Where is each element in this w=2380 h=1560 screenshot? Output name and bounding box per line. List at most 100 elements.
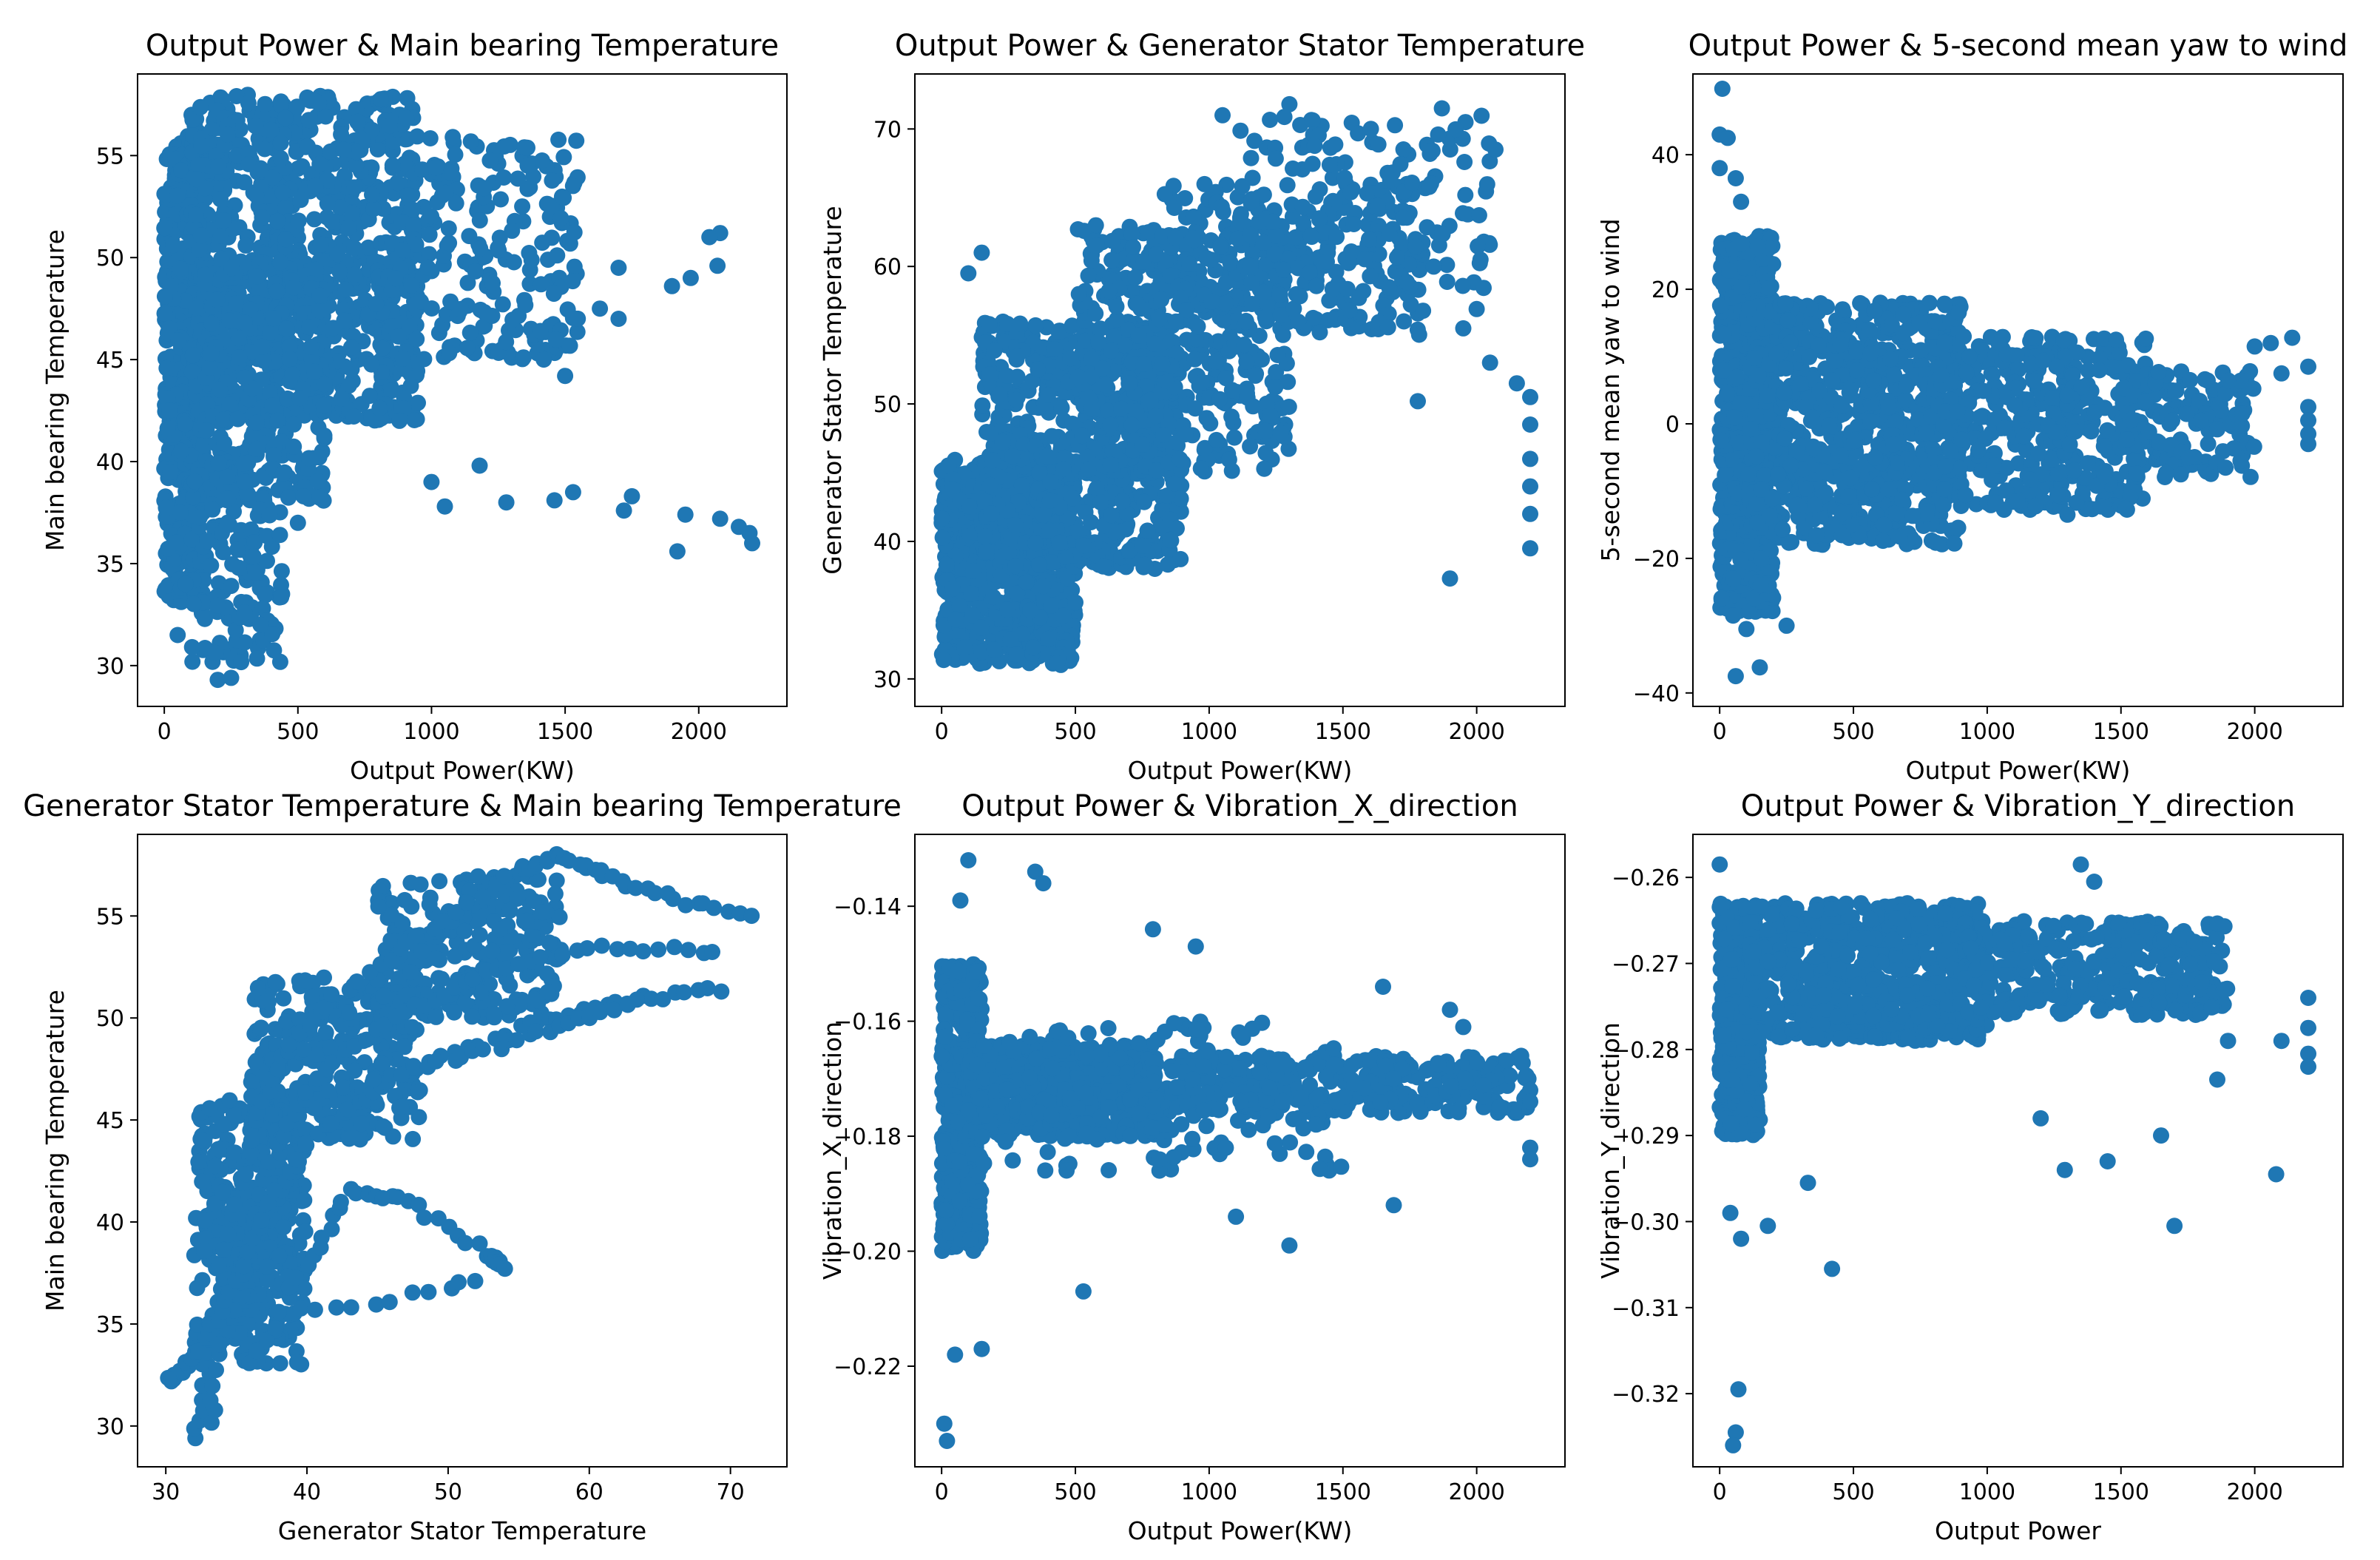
scatter-point-outlier [209,672,226,689]
scatter-point [221,312,237,329]
scatter-point [1321,156,1338,173]
scatter-point [185,489,201,506]
scatter-point [423,208,440,225]
scatter-point [1136,493,1153,510]
scatter-point [245,548,262,565]
scatter-point [203,345,220,362]
scatter-point [1092,494,1109,511]
scatter-point [1255,283,1272,300]
scatter-point [1279,177,1296,194]
scatter-point [1003,530,1020,547]
scatter-point [984,452,1001,469]
scatter-point [1148,246,1165,263]
scatter-point [268,283,285,300]
scatter-point [1118,505,1135,522]
scatter-point [1106,328,1123,345]
scatter-point [1232,122,1249,139]
scatter-point [212,227,229,244]
scatter-point [183,531,200,548]
scatter-point [183,363,200,380]
scatter-point [405,217,422,234]
scatter-point [1103,342,1120,359]
scatter-point [1027,535,1044,552]
scatter-point [210,575,227,592]
scatter-point [308,487,325,504]
scatter-point [160,320,178,337]
scatter-point [1434,226,1451,243]
scatter-point [490,240,507,257]
y-tick-label: 55 [96,143,124,169]
scatter-point [1287,229,1304,246]
scatter-point [1740,603,1757,620]
scatter-point [1088,237,1105,254]
axes-frame [137,73,788,707]
scatter-point [265,310,282,327]
scatter-point [544,172,561,189]
scatter-point [1407,238,1424,255]
scatter-point [1239,385,1255,402]
scatter-point [1457,186,1474,203]
scatter-point [316,376,333,393]
scatter-point [220,490,237,507]
scatter-point [1156,186,1173,203]
scatter-point [288,98,305,115]
scatter-point [337,281,354,298]
scatter-point-outlier [1468,300,1485,317]
scatter-point [1040,386,1057,403]
scatter-point [273,563,290,580]
scatter-point [1123,416,1140,433]
scatter-point [944,581,961,598]
scatter-point-outlier [178,575,194,592]
x-tick-label: 1000 [1181,719,1237,745]
scatter-point-outlier [1281,95,1298,112]
scatter-point [983,505,1000,522]
scatter-point [186,473,203,490]
scatter-point [1007,391,1024,408]
scatter-point [561,337,578,354]
scatter-point [1177,190,1194,206]
subplot-1: Output Power & Main bearing Temperature0… [41,29,788,785]
scatter-point [419,259,436,276]
scatter-point [461,228,478,245]
scatter-point [342,339,359,356]
scatter-point [1223,382,1240,399]
scatter-point [311,95,328,112]
scatter-point [1187,400,1203,417]
scatter-point [1243,296,1260,312]
scatter-point [1254,351,1271,368]
scatter-point [399,187,416,203]
scatter-point [1008,646,1025,663]
scatter-point [1395,209,1412,226]
scatter-point [1151,311,1168,328]
scatter-point [229,147,246,164]
y-tick-label: 50 [96,246,124,271]
scatter-point [1163,333,1180,350]
scatter-point [300,112,317,129]
scatter-point [1074,428,1091,445]
scatter-point [568,132,585,149]
scatter-point [1083,252,1100,269]
scatter-point [1262,407,1279,424]
scatter-point [1387,117,1404,134]
scatter-point [340,377,357,394]
scatter-point [1285,300,1302,317]
scatter-point [1246,132,1263,149]
x-tick-label: 500 [277,719,319,745]
x-axis-label: Output Power(KW) [1128,756,1353,785]
scatter-point [1211,391,1228,408]
scatter-point [156,220,173,237]
scatter-point [159,390,176,406]
scatter-point [1425,258,1442,275]
scatter-point [303,351,320,368]
scatter-point [184,112,201,128]
scatter-point [390,328,407,345]
scatter-point [1166,200,1183,216]
scatter-point [311,155,328,172]
scatter-point [1339,280,1356,297]
scatter-point [1172,289,1189,306]
scatter-point [1245,398,1262,415]
scatter-point [1208,431,1225,448]
scatter-point [317,108,334,125]
axes-frame [914,73,1566,707]
x-tick-label: 1000 [403,719,459,745]
